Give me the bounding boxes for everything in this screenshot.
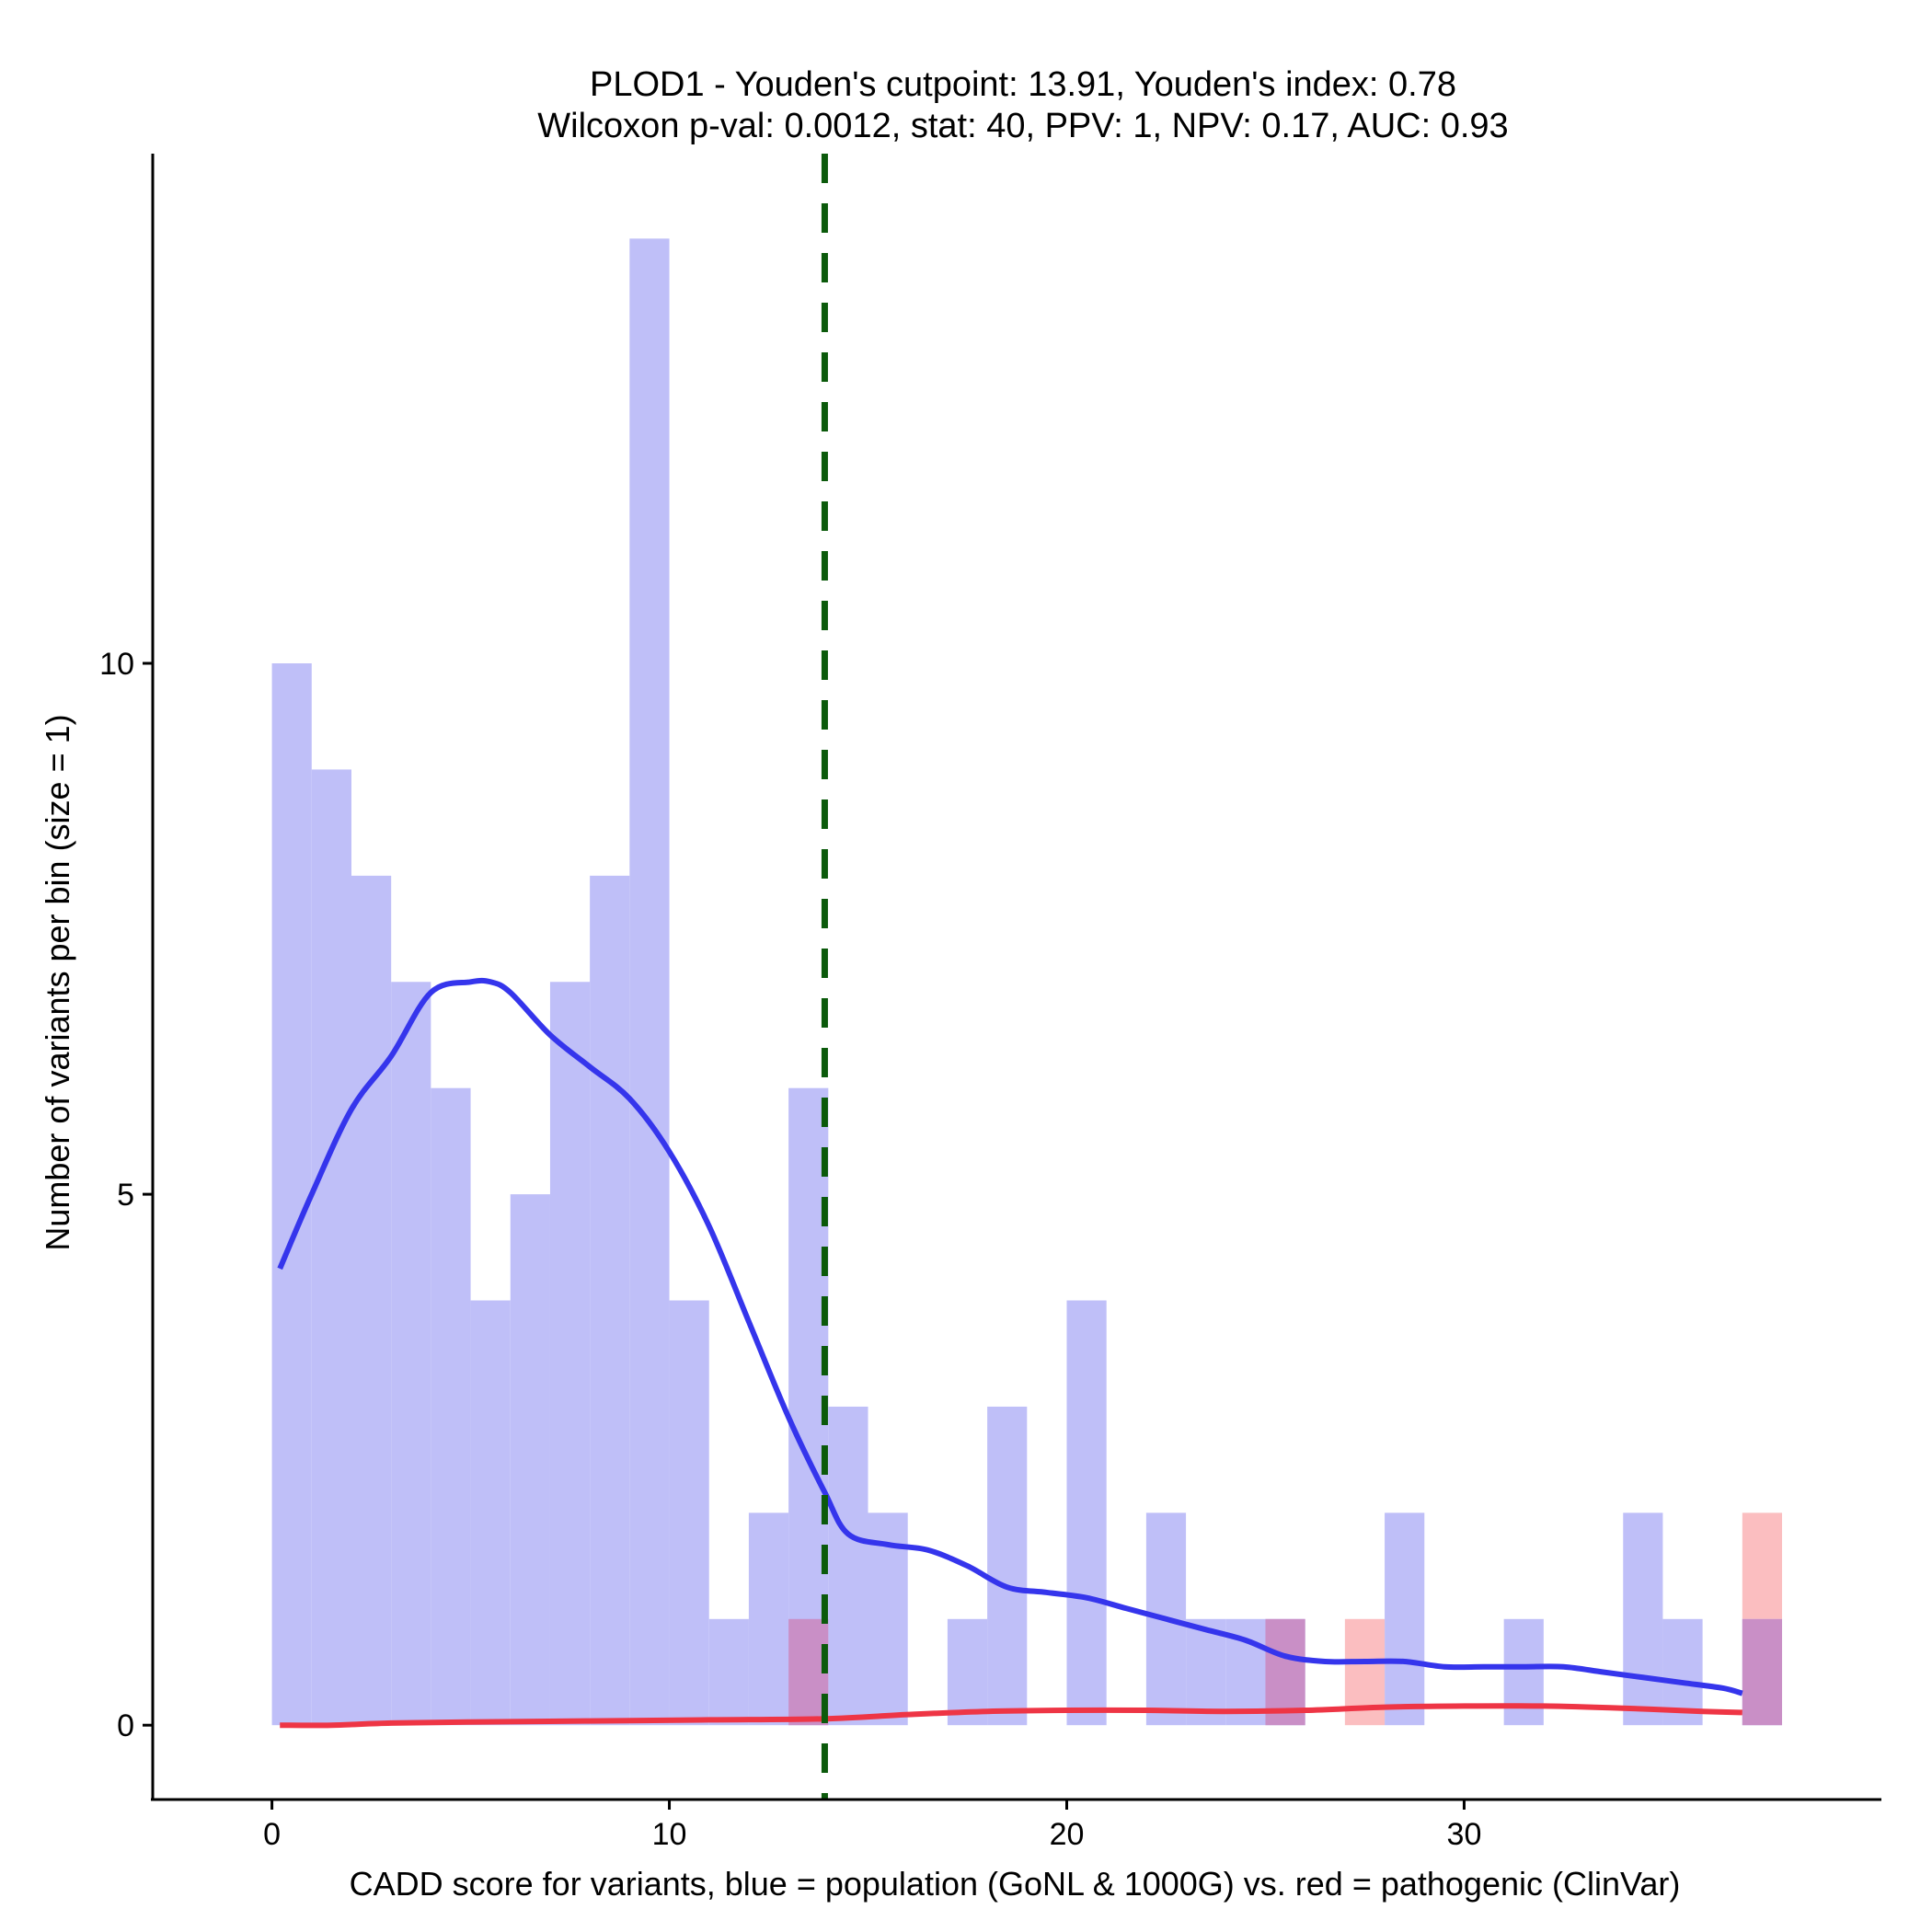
population-bar	[1623, 1512, 1663, 1726]
y-tick-label: 0	[117, 1708, 134, 1743]
population-bar	[1385, 1512, 1425, 1726]
x-tick-label: 30	[1447, 1817, 1482, 1852]
y-axis-title: Number of variants per bin (size = 1)	[39, 714, 76, 1250]
population-density-line	[277, 977, 1743, 1696]
pathogenic-density-line	[280, 1703, 1742, 1729]
population-bar	[629, 238, 670, 1726]
overlap-bar	[1742, 1618, 1783, 1726]
population-bar	[271, 663, 312, 1726]
x-tick-label: 10	[652, 1817, 687, 1852]
population-bar	[669, 1300, 709, 1726]
population-bar	[470, 1300, 511, 1726]
population-bar	[987, 1406, 1028, 1726]
overlap-bar	[1265, 1618, 1305, 1726]
population-bar	[1186, 1618, 1226, 1726]
population-bar	[748, 1512, 789, 1726]
population-bar	[549, 982, 591, 1726]
population-bar	[431, 1087, 471, 1726]
density-lines	[277, 154, 1743, 1800]
population-bar	[1503, 1618, 1544, 1726]
population-bar	[590, 875, 630, 1726]
population-bar	[828, 1406, 868, 1726]
chart-title: PLOD1 - Youden's cutpoint: 13.91, Youden…	[590, 65, 1456, 104]
axis-ticks: 0 10 20 30 0 5 10	[99, 647, 1481, 1852]
population-bar	[947, 1618, 988, 1726]
y-tick-label: 10	[99, 647, 134, 682]
population-bars	[271, 238, 1783, 1726]
chart-subtitle: Wilcoxon p-val: 0.0012, stat: 40, PPV: 1…	[537, 107, 1508, 145]
population-bar	[391, 982, 431, 1726]
population-bar	[510, 1194, 550, 1726]
x-axis-title: CADD score for variants, blue = populati…	[350, 1865, 1681, 1903]
population-bar	[708, 1618, 749, 1726]
x-tick-label: 20	[1050, 1817, 1085, 1852]
x-tick-label: 0	[263, 1817, 281, 1852]
y-tick-label: 5	[117, 1178, 134, 1213]
population-bar	[1066, 1300, 1107, 1726]
population-bar	[311, 769, 351, 1726]
pathogenic-bar	[1742, 1512, 1783, 1619]
population-bar	[351, 875, 392, 1726]
